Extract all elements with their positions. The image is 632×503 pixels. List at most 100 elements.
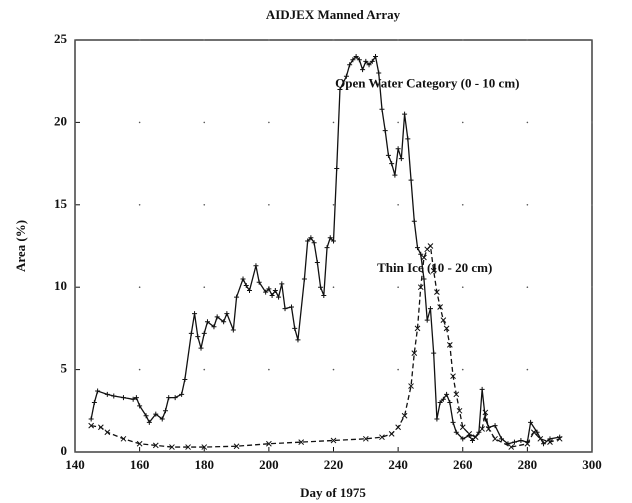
point-marker xyxy=(547,436,553,442)
grid-dot xyxy=(138,451,141,453)
point-marker xyxy=(537,435,544,442)
point-marker xyxy=(195,334,201,340)
point-marker xyxy=(305,238,311,244)
y-tick-label: 10 xyxy=(54,278,67,293)
grid-dot xyxy=(332,368,335,371)
point-marker xyxy=(120,435,127,442)
point-marker xyxy=(88,422,95,429)
point-marker xyxy=(389,161,395,167)
point-marker xyxy=(418,251,424,257)
point-marker xyxy=(314,259,320,265)
point-marker xyxy=(143,413,149,419)
point-marker xyxy=(402,111,408,117)
point-marker xyxy=(417,284,424,291)
point-marker xyxy=(279,281,285,287)
point-marker xyxy=(256,279,262,285)
grid-dot xyxy=(461,204,464,206)
point-marker xyxy=(528,419,534,425)
point-marker xyxy=(459,424,466,431)
x-tick-label: 220 xyxy=(324,457,344,472)
series-line xyxy=(90,54,560,445)
point-marker xyxy=(369,58,375,64)
point-marker xyxy=(450,419,456,425)
grid-dot xyxy=(461,39,464,41)
x-tick-label: 200 xyxy=(259,457,279,472)
point-marker xyxy=(91,400,97,406)
point-marker xyxy=(350,57,356,63)
grid-dot xyxy=(138,368,141,371)
point-marker xyxy=(430,267,437,274)
point-marker xyxy=(421,254,427,261)
point-marker xyxy=(234,294,240,300)
point-marker xyxy=(166,395,172,401)
point-marker xyxy=(421,276,427,282)
point-marker xyxy=(376,70,382,76)
point-marker xyxy=(353,53,359,59)
grid-dot xyxy=(74,368,76,371)
point-marker xyxy=(408,177,414,183)
point-marker xyxy=(356,57,362,63)
point-marker xyxy=(88,416,94,422)
point-marker xyxy=(272,287,278,293)
point-marker xyxy=(263,289,269,295)
grid-dot xyxy=(138,121,141,124)
point-marker xyxy=(444,391,450,397)
point-marker xyxy=(431,350,437,356)
grid-dot xyxy=(591,451,593,453)
point-marker xyxy=(534,429,540,435)
point-marker xyxy=(385,152,391,158)
point-marker xyxy=(301,276,307,282)
point-marker xyxy=(276,294,282,300)
point-marker xyxy=(453,391,460,398)
series-label: Open Water Category (0 - 10 cm) xyxy=(335,75,519,90)
grid-dot xyxy=(332,39,335,41)
point-marker xyxy=(204,319,210,325)
point-marker xyxy=(137,403,143,409)
grid-dot xyxy=(461,286,464,289)
point-marker xyxy=(485,426,492,432)
x-tick-label: 260 xyxy=(453,457,473,472)
point-marker xyxy=(295,337,301,343)
x-tick-label: 280 xyxy=(518,457,538,472)
grid-dot xyxy=(332,451,335,453)
point-marker xyxy=(379,434,385,441)
plot-frame xyxy=(74,39,593,453)
point-marker xyxy=(330,437,337,444)
grid-dot xyxy=(591,121,593,124)
y-tick-label: 25 xyxy=(54,31,68,46)
grid-dot xyxy=(591,204,593,206)
point-marker xyxy=(318,284,324,290)
point-marker xyxy=(243,283,249,289)
point-marker xyxy=(479,426,485,432)
point-marker xyxy=(508,444,515,450)
grid-dot xyxy=(268,121,270,124)
point-marker xyxy=(97,424,104,431)
point-marker xyxy=(130,396,136,402)
point-marker xyxy=(188,330,194,336)
point-marker xyxy=(95,388,101,394)
point-marker xyxy=(437,304,443,310)
grid-dot xyxy=(526,451,529,453)
point-marker xyxy=(198,345,204,351)
point-marker xyxy=(530,429,537,436)
point-marker xyxy=(492,435,498,442)
point-marker xyxy=(366,62,372,68)
point-marker xyxy=(221,319,227,325)
point-marker xyxy=(120,395,126,401)
x-tick-label: 160 xyxy=(130,457,150,472)
point-marker xyxy=(169,444,175,450)
point-marker xyxy=(388,431,395,437)
grid-dot xyxy=(74,39,76,41)
grid-dot xyxy=(332,204,335,206)
point-marker xyxy=(427,243,434,249)
point-marker xyxy=(456,407,463,414)
point-marker xyxy=(246,287,252,293)
grid-dot xyxy=(397,368,399,371)
x-tick-label: 140 xyxy=(65,457,85,472)
point-marker xyxy=(447,400,453,406)
point-marker xyxy=(408,383,414,389)
point-marker xyxy=(104,429,111,436)
x-axis-label: Day of 1975 xyxy=(300,485,366,500)
grid-dot xyxy=(203,204,206,206)
point-marker xyxy=(292,325,298,331)
